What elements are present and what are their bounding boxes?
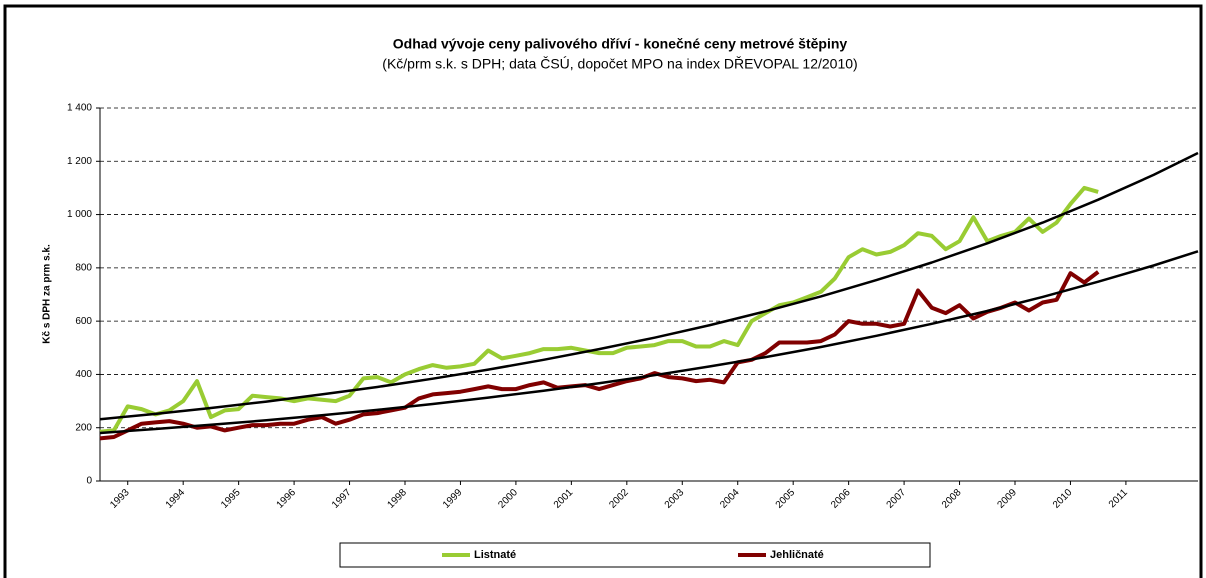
y-tick-label: 1 200 xyxy=(67,156,92,167)
series-line xyxy=(99,185,1099,434)
y-tick-label: 400 xyxy=(75,369,92,380)
legend xyxy=(339,542,931,568)
chart-subtitle: (Kč/prm s.k. s DPH; data ČSÚ, dopočet MP… xyxy=(382,56,857,72)
y-tick-label: 200 xyxy=(75,422,92,433)
y-tick-label: 1 000 xyxy=(67,209,92,220)
series-line xyxy=(99,270,1100,441)
chart-title: Odhad vývoje ceny palivového dříví - kon… xyxy=(393,36,848,52)
y-tick-label: 800 xyxy=(75,262,92,273)
trend-line xyxy=(99,151,1199,421)
y-axis-label: Kč s DPH za prm s.k. xyxy=(42,244,53,344)
legend-label: Jehličnaté xyxy=(770,549,824,561)
y-tick-label: 1 400 xyxy=(67,103,92,114)
y-tick-label: 0 xyxy=(86,476,92,487)
frame xyxy=(3,4,1203,578)
y-tick-label: 600 xyxy=(75,316,92,327)
trend-line xyxy=(99,250,1199,435)
legend-label: Listnaté xyxy=(474,549,516,561)
